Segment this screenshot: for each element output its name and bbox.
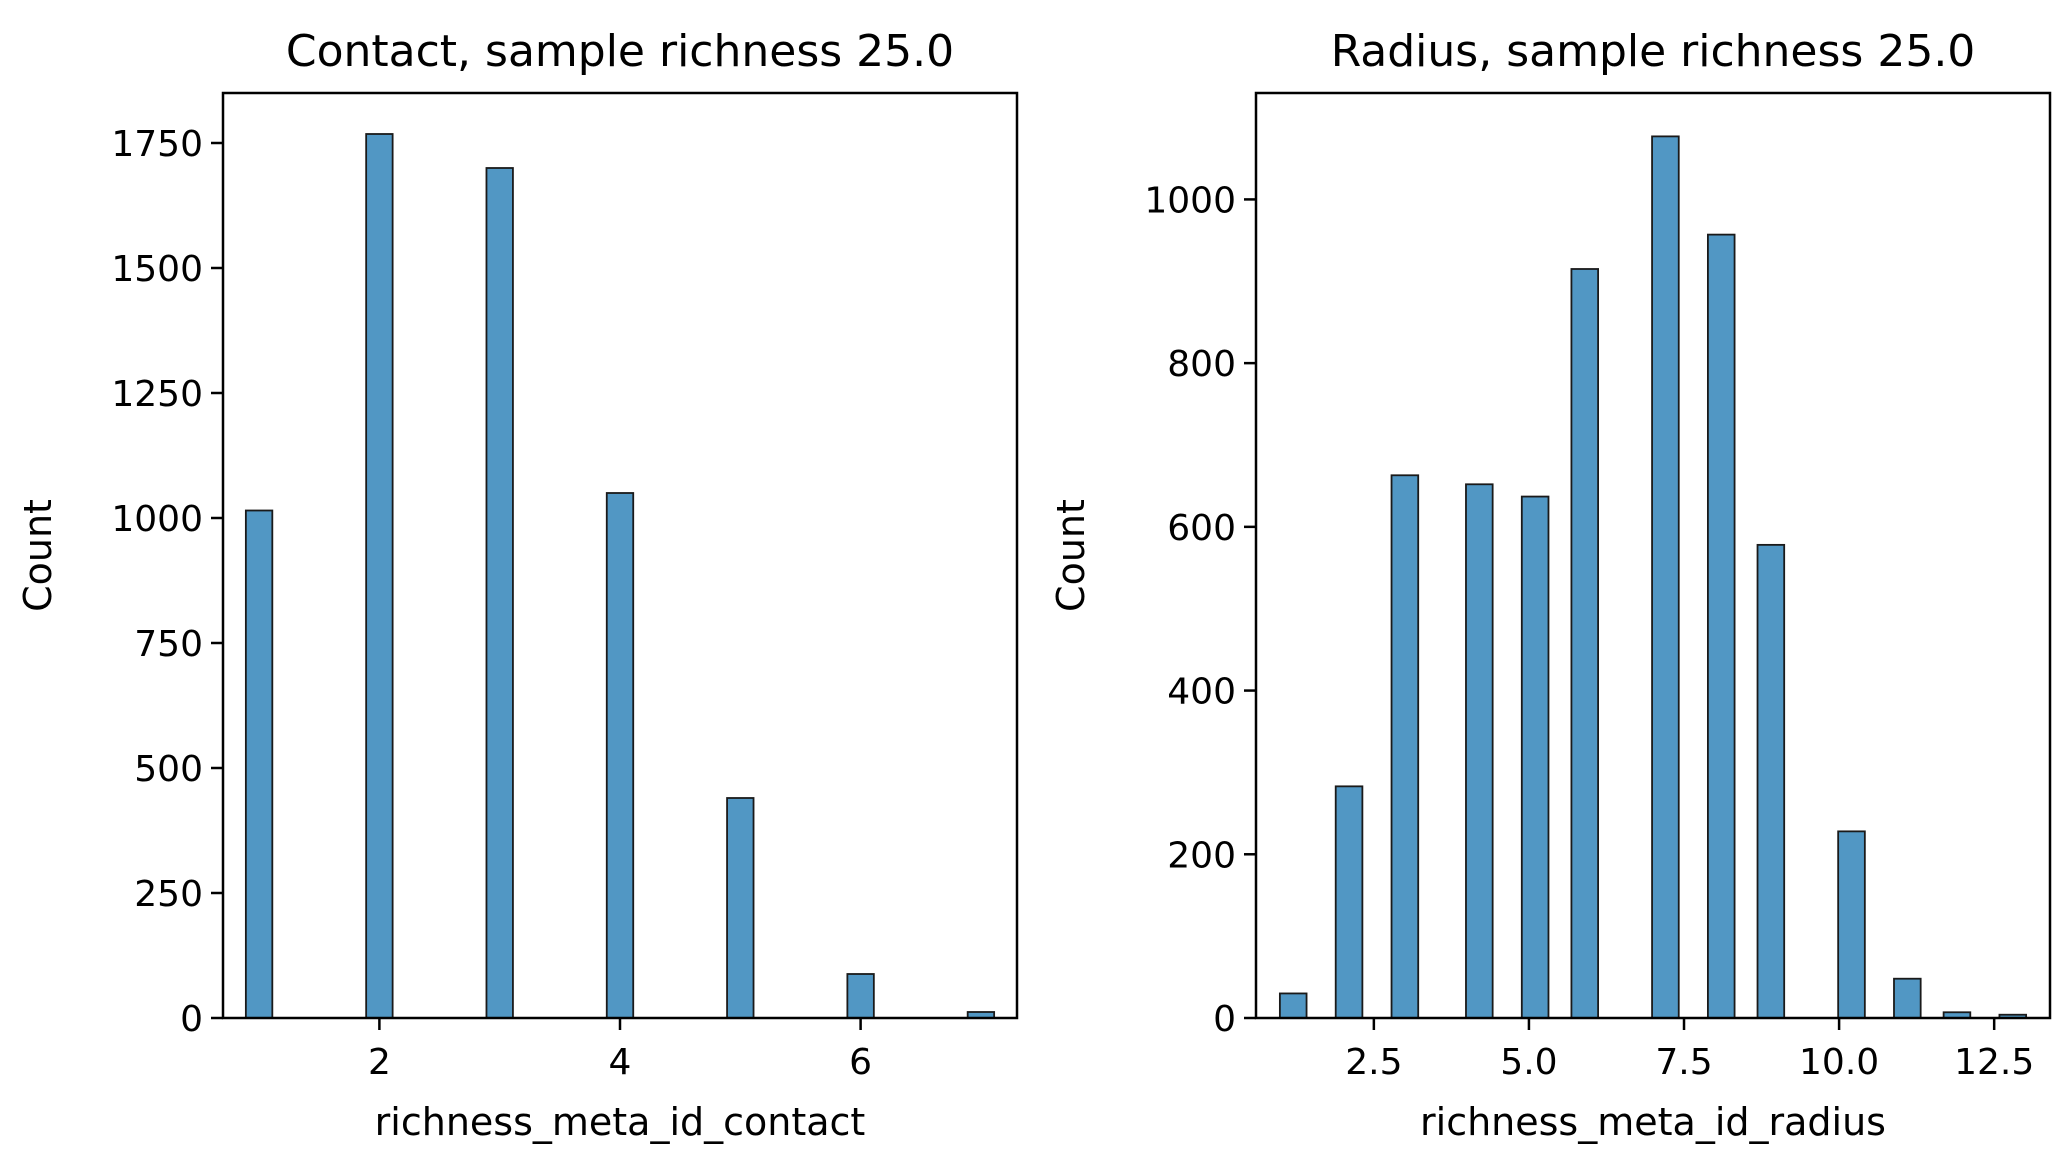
y-tick-label: 750: [134, 624, 203, 665]
chart-title: Contact, sample richness 25.0: [286, 26, 954, 77]
y-tick-label: 1000: [1144, 180, 1236, 221]
x-tick-label: 2: [368, 1042, 391, 1083]
bar-1: [365, 133, 394, 1019]
bar-5: [1570, 268, 1600, 1019]
x-tick-label: 6: [849, 1042, 872, 1083]
x-tick-label: 12.5: [1954, 1042, 2034, 1083]
bar-0: [244, 509, 274, 1019]
y-tick-label: 1000: [111, 499, 203, 540]
plot-frame: [221, 91, 1019, 1020]
x-tick-label: 10.0: [1799, 1042, 1879, 1083]
x-tick-label: 5.0: [1500, 1042, 1557, 1083]
x-tick-label: 2.5: [1345, 1042, 1402, 1083]
bars-group: [244, 133, 996, 1019]
y-tick-label: 250: [134, 874, 203, 915]
x-axis-label: richness_meta_id_radius: [1420, 1100, 1886, 1144]
chart-title: Radius, sample richness 25.0: [1331, 26, 1976, 77]
bar-9: [1837, 830, 1866, 1019]
y-axis-label: Count: [1049, 499, 1093, 612]
bar-4: [1520, 495, 1550, 1019]
bar-4: [726, 797, 755, 1019]
y-tick-label: 0: [1213, 999, 1236, 1040]
bar-3: [605, 492, 635, 1019]
x-tick-label: 4: [609, 1042, 632, 1083]
y-axis-label: Count: [16, 499, 60, 612]
y-tick-label: 1250: [111, 374, 203, 415]
x-tick-label: 7.5: [1655, 1042, 1712, 1083]
plot-frame: [1254, 91, 2052, 1020]
bar-2: [485, 167, 514, 1019]
bars-group: [1278, 135, 2028, 1019]
y-tick-label: 600: [1167, 508, 1236, 549]
bar-3: [1465, 483, 1494, 1019]
radius-histogram: Radius, sample richness 25.0 0 200 400 600 8…: [1049, 26, 2052, 1144]
bar-10: [1893, 977, 1922, 1019]
bar-5: [846, 973, 875, 1019]
bar-0: [1278, 992, 1308, 1019]
y-axis: 0 200 400 600 800 1000: [1144, 180, 1256, 1040]
y-tick-label: 1750: [111, 124, 203, 165]
bar-6: [1651, 135, 1680, 1019]
bar-1: [1334, 785, 1364, 1019]
y-tick-label: 0: [180, 999, 203, 1040]
bar-8: [1756, 543, 1786, 1019]
x-axis: 2.5 5.0 7.5 10.0 12.5: [1345, 1018, 2034, 1083]
y-tick-label: 500: [134, 749, 203, 790]
y-tick-label: 400: [1167, 672, 1236, 713]
contact-histogram: Contact, sample richness 25.0 0 250 500 750…: [16, 26, 1019, 1144]
y-tick-label: 1500: [111, 249, 203, 290]
x-axis: 2 4 6: [368, 1018, 872, 1083]
bar-7: [1706, 233, 1736, 1019]
y-tick-label: 200: [1167, 835, 1236, 876]
y-tick-label: 800: [1167, 344, 1236, 385]
y-axis: 0 250 500 750 1000 1250 1500 1750: [111, 124, 223, 1040]
bar-2: [1390, 474, 1420, 1019]
x-axis-label: richness_meta_id_contact: [375, 1100, 866, 1144]
